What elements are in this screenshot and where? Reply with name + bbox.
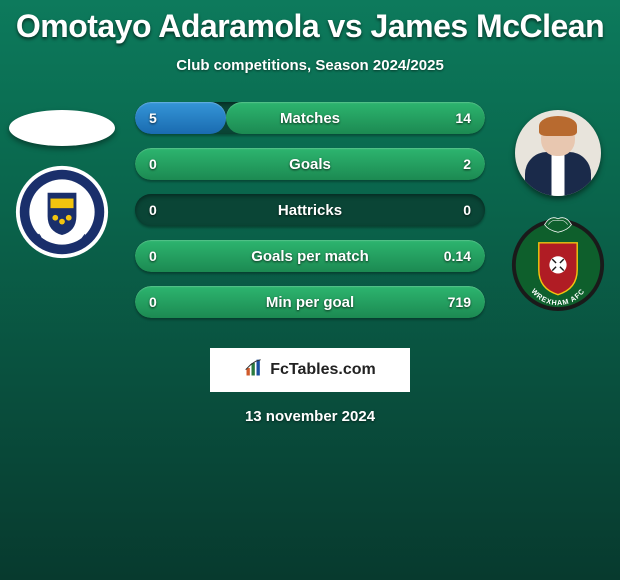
- stat-label: Hattricks: [135, 194, 485, 226]
- stat-row: 514Matches: [135, 102, 485, 134]
- stat-row: 02Goals: [135, 148, 485, 180]
- stat-row: 0719Min per goal: [135, 286, 485, 318]
- stat-label: Matches: [135, 102, 485, 134]
- stat-row: 00Hattricks: [135, 194, 485, 226]
- stat-row: 00.14Goals per match: [135, 240, 485, 272]
- bar-chart-icon: [244, 358, 264, 383]
- date-footer: 13 november 2024: [0, 408, 620, 425]
- comparison-chart: 514Matches 02Goals 00Hattricks 00.14Goals p…: [0, 102, 620, 318]
- stat-label: Goals per match: [135, 240, 485, 272]
- bars-container: 514Matches 02Goals 00Hattricks 00.14Goals p…: [135, 102, 485, 318]
- stat-label: Goals: [135, 148, 485, 180]
- attribution-text: FcTables.com: [270, 361, 376, 379]
- page-title: Omotayo Adaramola vs James McClean: [0, 0, 620, 45]
- subtitle: Club competitions, Season 2024/2025: [0, 57, 620, 74]
- attribution-banner: FcTables.com: [210, 348, 410, 392]
- stat-label: Min per goal: [135, 286, 485, 318]
